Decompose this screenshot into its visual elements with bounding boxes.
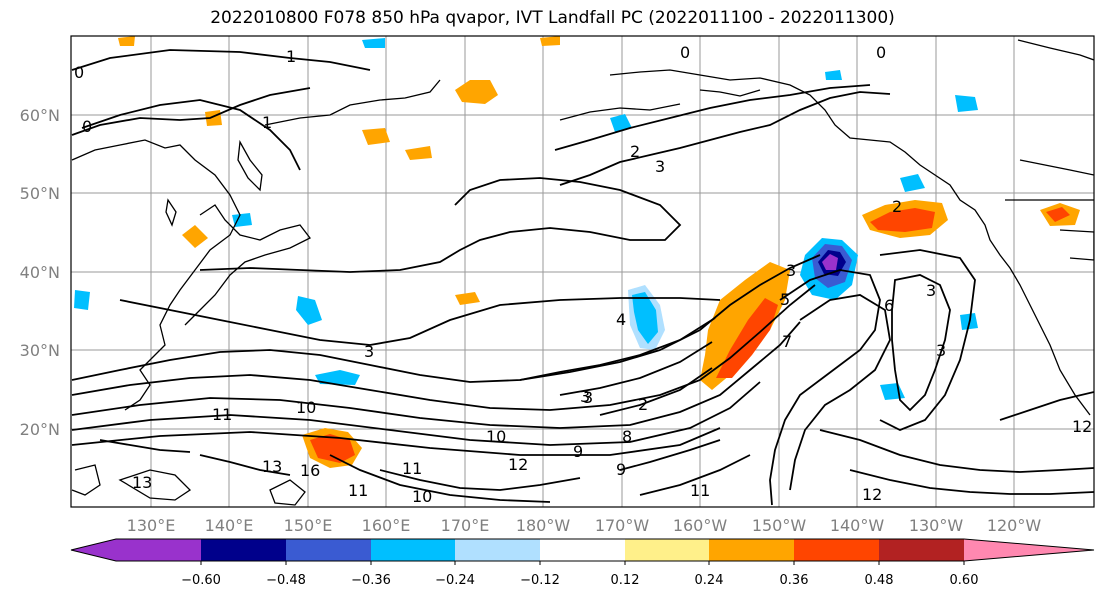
colorbar-swatch [286, 539, 371, 561]
colorbar-swatch [455, 539, 540, 561]
lon-label: 150°W [752, 516, 807, 535]
contour-label: 1 [262, 113, 272, 132]
contour-label: 12 [1072, 417, 1092, 436]
negative-anomaly-shading [74, 38, 978, 400]
colorbar-swatches [71, 539, 1094, 561]
contour-label: 9 [573, 442, 583, 461]
lat-label: 40°N [20, 263, 60, 282]
colorbar-swatch [709, 539, 794, 561]
contour-label: 13 [262, 457, 282, 476]
coastlines [71, 39, 1094, 506]
lon-label: 170°E [441, 516, 490, 535]
contour-label: 10 [412, 487, 432, 506]
contour-labels: 1 0 0 0 1 0 2 3 2 3 3 5 6 3 4 7 3 10 11 … [74, 43, 1092, 506]
contour-label: 11 [402, 459, 422, 478]
contour-label: 6 [884, 296, 894, 315]
contour-label: 13 [132, 473, 152, 492]
colorbar-swatch [540, 539, 625, 561]
colorbar-swatch [71, 539, 201, 561]
contour-label: 0 [680, 43, 690, 62]
colorbar-tick-label: 0.36 [780, 573, 809, 588]
contour-label: 2 [638, 395, 648, 414]
colorbar-ticks [200, 561, 965, 565]
contour-label: 11 [348, 481, 368, 500]
lon-label: 150°E [284, 516, 333, 535]
colorbar-outline [70, 538, 1095, 562]
colorbar-tick-label: −0.48 [266, 573, 306, 588]
contour-label: 3 [936, 341, 946, 360]
map-frame [70, 35, 1095, 508]
contour-label: 11 [690, 481, 710, 500]
lon-label: 130°E [127, 516, 176, 535]
ivt-contours [71, 49, 1094, 506]
contour-label: 3 [583, 388, 593, 407]
lon-label: 170°W [595, 516, 650, 535]
contour-label: 12 [862, 485, 882, 504]
colorbar-tick-label: 0.24 [695, 573, 724, 588]
lon-label: 160°E [362, 516, 411, 535]
contour-label: 3 [580, 387, 590, 406]
contour-label: 10 [486, 427, 506, 446]
contour-label: 0 [876, 43, 886, 62]
contour-label: 3 [364, 342, 374, 361]
contour-label: 0 [74, 63, 84, 82]
colorbar-swatch [964, 539, 1094, 561]
colorbar-tick-label: −0.36 [351, 573, 391, 588]
colorbar-swatch [625, 539, 709, 561]
contour-label: 16 [300, 461, 320, 480]
contour-label: 7 [782, 332, 792, 351]
contour-label: 5 [780, 290, 790, 309]
colorbar-swatch [201, 539, 286, 561]
map-title: 2022010800 F078 850 hPa qvapor, IVT Land… [210, 8, 895, 28]
colorbar-tick-labels: −0.60 −0.48 −0.36 −0.24 −0.12 0.12 0.24 … [181, 573, 978, 588]
lon-label: 160°W [673, 516, 728, 535]
lon-label: 140°E [205, 516, 254, 535]
lon-label: 130°W [909, 516, 964, 535]
colorbar-swatch [879, 539, 964, 561]
contour-label: 12 [508, 455, 528, 474]
contour-label: 11 [212, 405, 232, 424]
colorbar: −0.60 −0.48 −0.36 −0.24 −0.12 0.12 0.24 … [70, 538, 1095, 588]
colorbar-tick-label: −0.24 [435, 573, 475, 588]
lon-label: 140°W [830, 516, 885, 535]
contour-label: 9 [616, 460, 626, 479]
contour-label: 10 [296, 398, 316, 417]
contour-label: 2 [892, 197, 902, 216]
latitude-labels: 60°N 50°N 40°N 30°N 20°N [20, 106, 60, 439]
contour-label: 8 [622, 427, 632, 446]
map-plot-area: 1 0 0 0 1 0 2 3 2 3 3 5 6 3 4 7 3 10 11 … [71, 36, 1094, 507]
contour-label: 3 [655, 157, 665, 176]
contour-label: 3 [926, 281, 936, 300]
lat-label: 30°N [20, 341, 60, 360]
contour-label: 3 [786, 261, 796, 280]
graticule [71, 36, 1094, 507]
longitude-labels: 130°E 140°E 150°E 160°E 170°E 180°W 170°… [127, 516, 1042, 535]
colorbar-swatch [794, 539, 879, 561]
contour-label: 2 [630, 142, 640, 161]
lat-label: 20°N [20, 420, 60, 439]
colorbar-tick-label: 0.48 [865, 573, 894, 588]
contour-label: 0 [82, 117, 92, 136]
contour-label: 1 [286, 47, 296, 66]
lon-label: 120°W [987, 516, 1042, 535]
colorbar-swatch [371, 539, 455, 561]
lat-label: 60°N [20, 106, 60, 125]
lat-label: 50°N [20, 184, 60, 203]
colorbar-tick-label: 0.60 [950, 573, 979, 588]
lon-label: 180°W [516, 516, 571, 535]
contour-label: 4 [616, 310, 626, 329]
colorbar-tick-label: −0.60 [181, 573, 221, 588]
colorbar-tick-label: 0.12 [611, 573, 640, 588]
colorbar-tick-label: −0.12 [520, 573, 560, 588]
